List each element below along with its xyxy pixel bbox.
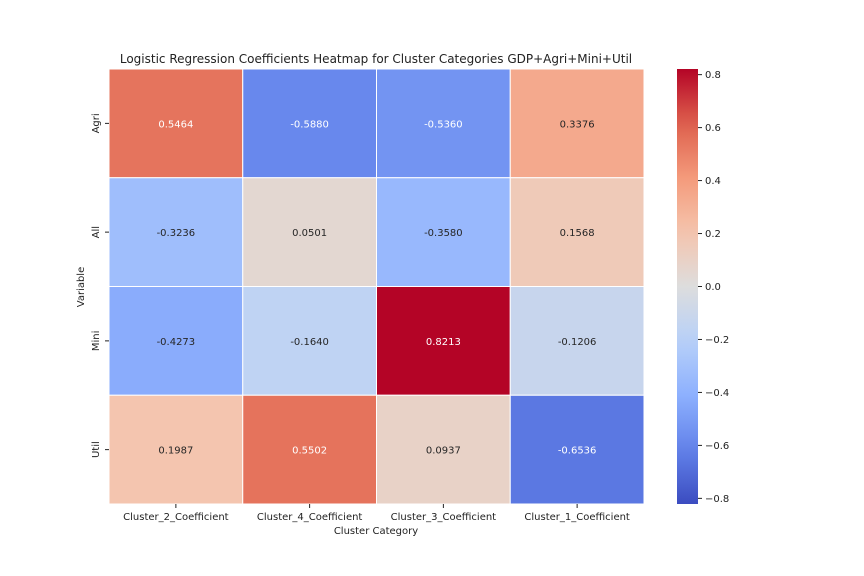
cell-value-label: 0.1568 bbox=[560, 228, 595, 239]
heatmap-cell bbox=[376, 394, 511, 505]
y-tick-label: Util bbox=[91, 441, 102, 458]
y-tick-label: Agri bbox=[91, 113, 102, 133]
x-axis-ticks: Cluster_2_Coefficient Cluster_4_Coefficie… bbox=[123, 504, 630, 523]
cell-value-label: -0.6536 bbox=[558, 446, 597, 457]
colorbar: 0.8 0.6 0.4 0.2 0.0 −0.2 −0.4 −0.6 −0.8 bbox=[677, 69, 729, 505]
x-tick-label: Cluster_4_Coefficient bbox=[257, 512, 363, 523]
heatmap-cell bbox=[108, 394, 244, 505]
cell-value-label: 0.5464 bbox=[158, 119, 193, 130]
y-axis-ticks: Agri All Mini Util bbox=[91, 113, 109, 458]
cell-value-label: -0.5360 bbox=[424, 119, 463, 130]
cell-value-label: -0.4273 bbox=[157, 337, 196, 348]
chart-title: Logistic Regression Coefficients Heatmap… bbox=[120, 52, 632, 66]
cell-value-label: -0.3580 bbox=[424, 228, 463, 239]
heatmap-cell bbox=[242, 286, 377, 396]
colorbar-tick-label: 0.2 bbox=[705, 229, 721, 240]
colorbar-tick-label: −0.8 bbox=[705, 494, 729, 505]
heatmap-cell bbox=[108, 177, 244, 287]
heatmap-cell bbox=[108, 68, 244, 179]
heatmap-cells bbox=[108, 68, 645, 505]
colorbar-tick-label: 0.6 bbox=[705, 123, 721, 134]
colorbar-tick-label: −0.2 bbox=[705, 335, 729, 346]
colorbar-tick-label: 0.8 bbox=[705, 70, 721, 81]
colorbar-gradient bbox=[677, 69, 698, 504]
cell-labels: 0.5464 -0.5880 -0.5360 0.3376 -0.3236 0.0501 -… bbox=[157, 119, 597, 456]
x-axis-label: Cluster Category bbox=[334, 526, 418, 537]
cell-value-label: 0.8213 bbox=[426, 337, 461, 348]
y-tick-label: Mini bbox=[91, 331, 102, 352]
heatmap-cell bbox=[242, 68, 377, 179]
y-axis-label: Variable bbox=[76, 267, 87, 308]
colorbar-tick-label: −0.4 bbox=[705, 388, 729, 399]
x-tick-label: Cluster_3_Coefficient bbox=[391, 512, 497, 523]
cell-value-label: -0.1640 bbox=[290, 337, 329, 348]
cell-value-label: 0.0937 bbox=[426, 446, 461, 457]
cell-value-label: 0.1987 bbox=[158, 446, 193, 457]
cell-value-label: 0.5502 bbox=[292, 446, 327, 457]
colorbar-tick-label: 0.0 bbox=[705, 282, 721, 293]
heatmap-cell bbox=[509, 394, 645, 505]
heatmap-cell bbox=[509, 68, 645, 179]
x-tick-label: Cluster_2_Coefficient bbox=[123, 512, 229, 523]
heatmap-cell bbox=[509, 286, 645, 396]
cell-value-label: -0.3236 bbox=[157, 228, 196, 239]
colorbar-tick-label: 0.4 bbox=[705, 176, 721, 187]
cell-value-label: 0.0501 bbox=[292, 228, 327, 239]
heatmap-cell bbox=[242, 177, 377, 287]
colorbar-tick-label: −0.6 bbox=[705, 441, 729, 452]
cell-value-label: -0.1206 bbox=[558, 337, 597, 348]
heatmap-cell bbox=[242, 394, 377, 505]
heatmap-cell bbox=[509, 177, 645, 287]
heatmap-cell bbox=[376, 68, 511, 179]
cell-value-label: 0.3376 bbox=[560, 119, 595, 130]
cell-value-label: -0.5880 bbox=[290, 119, 329, 130]
y-tick-label: All bbox=[91, 226, 102, 238]
x-tick-label: Cluster_1_Coefficient bbox=[524, 512, 630, 523]
